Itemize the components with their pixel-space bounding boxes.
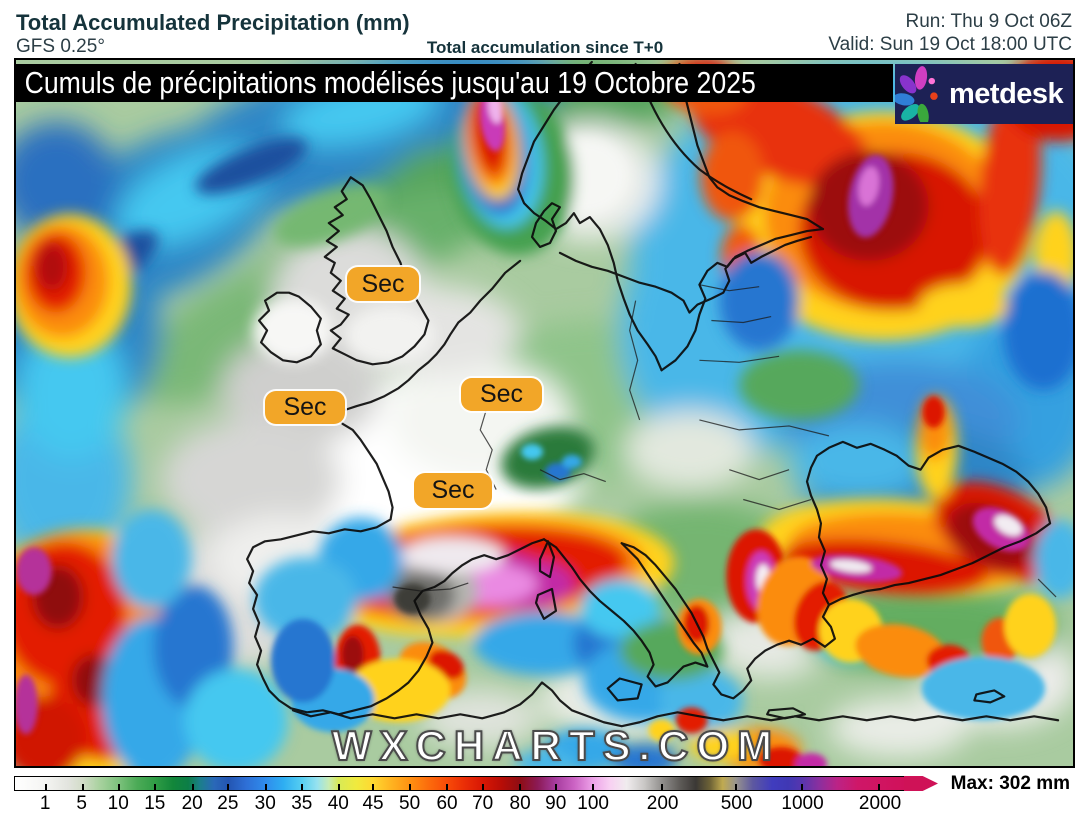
colorbar-tick-label: 30	[254, 793, 276, 814]
colorbar-gradient	[14, 776, 905, 791]
metdesk-logo-text: metdesk	[949, 77, 1064, 110]
run-time-label: Run: Thu 9 Oct 06Z	[905, 11, 1072, 32]
colorbar-tick	[337, 784, 340, 790]
colorbar-tick-label: 35	[291, 793, 313, 814]
colorbar-tick-label: 5	[76, 793, 87, 814]
colorbar-tick	[446, 784, 449, 790]
colorbar-tick-label: 40	[327, 793, 349, 814]
wxcharts-watermark: WXCHARTS.COM	[331, 721, 781, 768]
colorbar-tick	[661, 784, 664, 790]
colorbar-tick	[118, 784, 120, 790]
dry-label-central-france: Sec	[414, 473, 492, 508]
europe-precipitation-raster	[16, 60, 1073, 766]
max-value-label: Max: 302 mm	[950, 773, 1070, 794]
colorbar-arrow	[904, 776, 938, 791]
colorbar-tick-label: 70	[472, 793, 494, 814]
colorbar-tick	[800, 784, 803, 790]
colorbar-tick	[264, 784, 267, 790]
colorbar-tick	[878, 784, 881, 790]
valid-time-label: Valid: Sun 19 Oct 18:00 UTC	[828, 34, 1072, 55]
colorbar-tick-label: 500	[720, 793, 753, 814]
colorbar-tick	[408, 784, 411, 790]
colorbar-tick	[81, 784, 84, 790]
colorbar-tick	[554, 784, 557, 790]
colorbar-tick-label: 20	[181, 793, 203, 814]
page-title: Total Accumulated Precipitation (mm)	[16, 10, 410, 35]
metdesk-flower-icon	[895, 66, 938, 122]
dry-label-north-france: Sec	[461, 378, 542, 411]
colorbar-tick-label: 25	[217, 793, 239, 814]
model-label: GFS 0.25°	[16, 36, 105, 57]
colorbar-labels: 1 5 10 15 20 25 30 35 40 45 50 60 70 80 90 100 200 500 100…	[14, 793, 905, 819]
colorbar-tick	[518, 784, 521, 790]
map-title-banner-text: Cumuls de précipitations modélisés jusqu…	[24, 65, 756, 100]
colorbar-tick-label: 45	[362, 793, 384, 814]
dry-label-uk: Sec	[347, 267, 419, 301]
colorbar-tick-label: 50	[399, 793, 421, 814]
colorbar-tick-label: 15	[144, 793, 166, 814]
colorbar-tick	[372, 784, 375, 790]
colorbar-tick-label: 10	[107, 793, 129, 814]
colorbar-tick	[734, 784, 737, 790]
precipitation-map: Cumuls de précipitations modélisés jusqu…	[14, 58, 1075, 768]
colorbar-tick-label: 80	[509, 793, 531, 814]
colorbar-tick	[45, 784, 48, 790]
dry-label-west-france: Sec	[265, 391, 345, 424]
colorbar-tick-label: 200	[646, 793, 679, 814]
colorbar-tick-label: 100	[577, 793, 609, 814]
colorbar-tick-label: 2000	[858, 793, 902, 814]
colorbar-tick	[481, 784, 484, 790]
colorbar-tick	[227, 784, 230, 790]
colorbar-tick	[301, 784, 304, 790]
colorbar-tick-label: 60	[436, 793, 458, 814]
accumulation-subtitle: Total accumulation since T+0	[426, 38, 664, 57]
metdesk-logo: metdesk	[895, 64, 1073, 124]
colorbar-tick-label: 1000	[781, 793, 824, 814]
colorbar-tick	[591, 784, 594, 790]
colorbar-tick-label: 1	[39, 793, 51, 814]
colorbar-tick	[154, 784, 157, 790]
map-title-banner: Cumuls de précipitations modélisés jusqu…	[16, 64, 893, 102]
colorbar-tick-label: 90	[545, 793, 567, 814]
colorbar-tick	[191, 784, 194, 790]
